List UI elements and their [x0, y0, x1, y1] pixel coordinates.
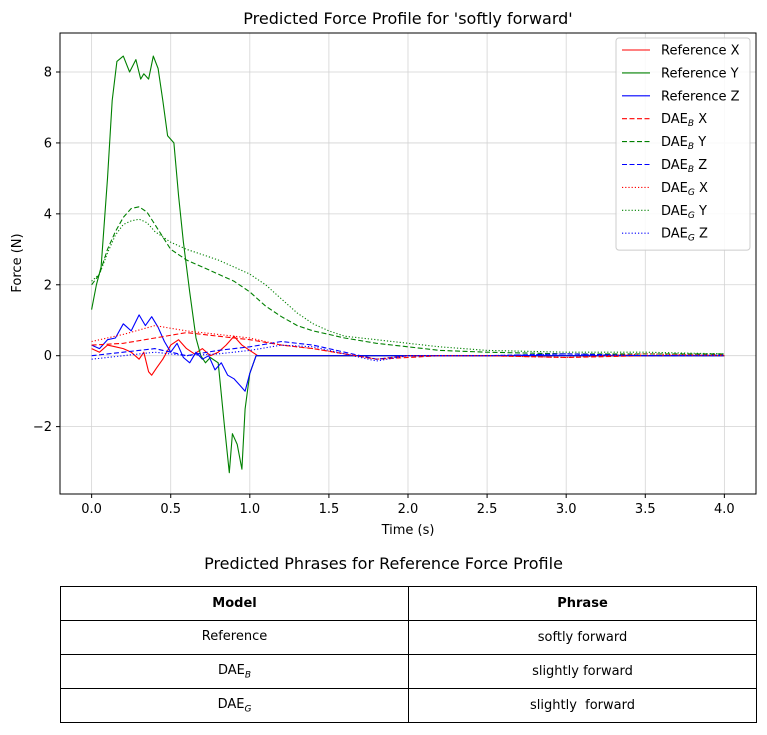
x-tick-label: 0.5: [160, 502, 181, 517]
phrase-cell: slightly forward: [408, 688, 757, 723]
legend: Reference X Reference Y Reference Z DAEB X D…: [615, 37, 751, 251]
y-tick-label: 6: [44, 136, 52, 151]
y-tick-label: 2: [44, 278, 52, 293]
legend-label: Reference Z: [661, 89, 740, 104]
legend-label: Reference X: [661, 44, 740, 59]
table-row: DAEG slightly forward: [60, 688, 757, 723]
chart-title: Predicted Force Profile for 'softly forw…: [243, 9, 572, 28]
series-line-5: [91, 206, 725, 355]
x-tick-label: 1.5: [319, 502, 340, 517]
legend-label: DAEB Z: [661, 158, 707, 175]
y-tick-label: 0: [44, 349, 52, 364]
axis-ticks: 0.0 0.5 1.0 1.5 2.0 2.5 3.0 3.5 4.0 −2 0 2 4 6 8: [33, 66, 735, 517]
x-tick-label: 3.0: [556, 502, 577, 517]
table-row: DAEB slightly forward: [60, 654, 757, 689]
series-line-4: [91, 332, 725, 360]
legend-label: DAEB Y: [661, 135, 706, 152]
series-line-3: [91, 314, 725, 392]
x-tick-label: 4.0: [714, 502, 735, 517]
column-header-model: Model: [60, 586, 409, 621]
phrase-cell: softly forward: [408, 620, 757, 655]
x-axis-label: Time (s): [381, 523, 435, 538]
x-tick-label: 2.0: [398, 502, 419, 517]
table-header-row: Model Phrase: [60, 586, 757, 621]
y-tick-label: −2: [33, 420, 52, 435]
legend-label: DAEG Z: [661, 227, 708, 244]
table-title: Predicted Phrases for Reference Force Pr…: [204, 554, 563, 573]
x-tick-label: 2.5: [477, 502, 498, 517]
legend-label: DAEB X: [661, 112, 707, 129]
series-lines: [91, 55, 725, 474]
table-row: Reference softly forward: [60, 620, 757, 655]
y-tick-label: 8: [44, 66, 52, 81]
model-cell: DAEG: [60, 688, 409, 723]
series-line-2: [91, 55, 725, 474]
series-line-8: [91, 218, 725, 355]
column-header-phrase: Phrase: [408, 586, 757, 621]
legend-label: DAEG Y: [661, 204, 707, 221]
series-line-9: [91, 344, 725, 362]
legend-box: [615, 37, 751, 251]
phrase-cell: slightly forward: [408, 654, 757, 689]
predicted-phrases-table: Model Phrase Reference softly forward DA…: [60, 586, 757, 723]
x-tick-label: 0.0: [81, 502, 102, 517]
model-cell: DAEB: [60, 654, 409, 689]
legend-label: DAEG X: [661, 181, 708, 198]
x-tick-label: 1.0: [239, 502, 260, 517]
y-axis-label: Force (N): [10, 233, 25, 292]
force-profile-chart: Predicted Force Profile for 'softly forw…: [10, 9, 757, 538]
y-tick-label: 4: [44, 207, 52, 222]
x-tick-label: 3.5: [635, 502, 656, 517]
model-cell: Reference: [60, 620, 409, 655]
legend-label: Reference Y: [661, 66, 739, 81]
